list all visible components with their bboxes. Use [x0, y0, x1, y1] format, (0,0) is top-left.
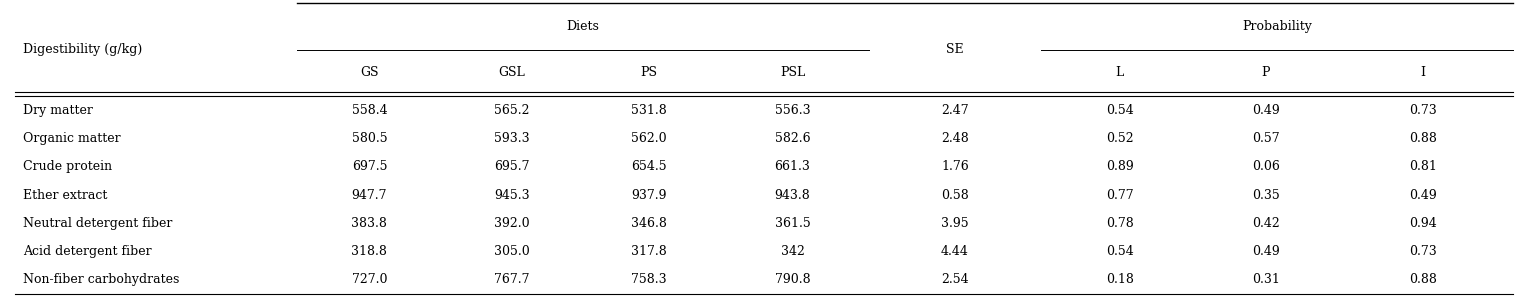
Text: 943.8: 943.8	[775, 189, 810, 202]
Text: P: P	[1262, 66, 1270, 79]
Text: 0.49: 0.49	[1409, 189, 1436, 202]
Text: 0.49: 0.49	[1251, 104, 1279, 117]
Text: 318.8: 318.8	[351, 245, 388, 258]
Text: 758.3: 758.3	[631, 274, 666, 286]
Text: 0.52: 0.52	[1106, 132, 1134, 145]
Text: 695.7: 695.7	[494, 160, 529, 173]
Text: 0.54: 0.54	[1106, 245, 1134, 258]
Text: Ether extract: Ether extract	[23, 189, 107, 202]
Text: 767.7: 767.7	[494, 274, 529, 286]
Text: I: I	[1421, 66, 1426, 79]
Text: 531.8: 531.8	[631, 104, 666, 117]
Text: GS: GS	[361, 66, 379, 79]
Text: 558.4: 558.4	[351, 104, 387, 117]
Text: 937.9: 937.9	[631, 189, 666, 202]
Text: 0.81: 0.81	[1409, 160, 1436, 173]
Text: 305.0: 305.0	[494, 245, 530, 258]
Text: 4.44: 4.44	[941, 245, 969, 258]
Text: 697.5: 697.5	[351, 160, 387, 173]
Text: 947.7: 947.7	[351, 189, 387, 202]
Text: Crude protein: Crude protein	[23, 160, 112, 173]
Text: 565.2: 565.2	[494, 104, 529, 117]
Text: 346.8: 346.8	[631, 217, 666, 230]
Text: Neutral detergent fiber: Neutral detergent fiber	[23, 217, 173, 230]
Text: 0.88: 0.88	[1409, 274, 1436, 286]
Text: 2.47: 2.47	[941, 104, 969, 117]
Text: 0.89: 0.89	[1106, 160, 1134, 173]
Text: 593.3: 593.3	[494, 132, 530, 145]
Text: 580.5: 580.5	[351, 132, 387, 145]
Text: Dry matter: Dry matter	[23, 104, 93, 117]
Text: 0.57: 0.57	[1251, 132, 1279, 145]
Text: 0.78: 0.78	[1106, 217, 1134, 230]
Text: 0.54: 0.54	[1106, 104, 1134, 117]
Text: 0.88: 0.88	[1409, 132, 1436, 145]
Text: 582.6: 582.6	[775, 132, 810, 145]
Text: 0.73: 0.73	[1409, 245, 1436, 258]
Text: Digestibility (g/kg): Digestibility (g/kg)	[23, 43, 142, 56]
Text: 3.95: 3.95	[941, 217, 969, 230]
Text: 0.18: 0.18	[1106, 274, 1134, 286]
Text: 383.8: 383.8	[351, 217, 388, 230]
Text: 661.3: 661.3	[775, 160, 810, 173]
Text: 0.49: 0.49	[1251, 245, 1279, 258]
Text: 1.76: 1.76	[941, 160, 969, 173]
Text: 0.73: 0.73	[1409, 104, 1436, 117]
Text: L: L	[1115, 66, 1123, 79]
Text: 0.06: 0.06	[1251, 160, 1279, 173]
Text: 361.5: 361.5	[775, 217, 810, 230]
Text: 654.5: 654.5	[631, 160, 666, 173]
Text: Diets: Diets	[567, 20, 599, 33]
Text: 556.3: 556.3	[775, 104, 810, 117]
Text: 0.94: 0.94	[1409, 217, 1436, 230]
Text: SE: SE	[946, 43, 964, 56]
Text: 0.77: 0.77	[1106, 189, 1134, 202]
Text: 562.0: 562.0	[631, 132, 666, 145]
Text: Non-fiber carbohydrates: Non-fiber carbohydrates	[23, 274, 179, 286]
Text: Organic matter: Organic matter	[23, 132, 121, 145]
Text: PS: PS	[640, 66, 657, 79]
Text: 727.0: 727.0	[351, 274, 387, 286]
Text: 790.8: 790.8	[775, 274, 810, 286]
Text: 0.42: 0.42	[1251, 217, 1279, 230]
Text: PSL: PSL	[779, 66, 805, 79]
Text: Acid detergent fiber: Acid detergent fiber	[23, 245, 151, 258]
Text: 317.8: 317.8	[631, 245, 666, 258]
Text: 392.0: 392.0	[494, 217, 530, 230]
Text: 945.3: 945.3	[494, 189, 530, 202]
Text: 0.58: 0.58	[941, 189, 969, 202]
Text: 342: 342	[781, 245, 804, 258]
Text: 0.31: 0.31	[1251, 274, 1279, 286]
Text: 0.35: 0.35	[1251, 189, 1279, 202]
Text: 2.48: 2.48	[941, 132, 969, 145]
Text: Probability: Probability	[1242, 20, 1313, 33]
Text: GSL: GSL	[498, 66, 526, 79]
Text: 2.54: 2.54	[941, 274, 969, 286]
